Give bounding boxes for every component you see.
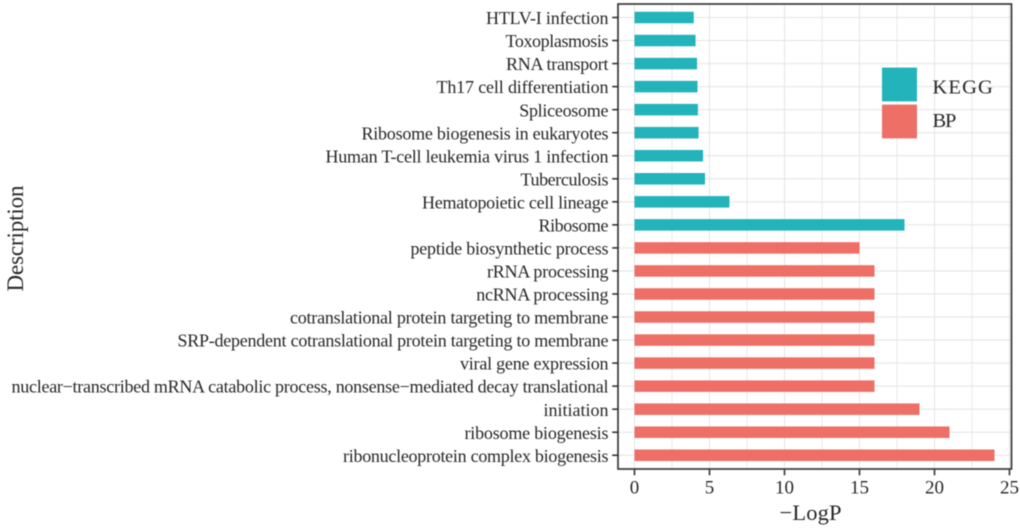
svg-text:Th17 cell differentiation: Th17 cell differentiation	[437, 77, 609, 97]
svg-text:−LogP: −LogP	[780, 500, 842, 525]
svg-text:ribonucleoprotein complex biog: ribonucleoprotein complex biogenesis	[343, 446, 609, 466]
svg-text:ribosome biogenesis: ribosome biogenesis	[465, 423, 609, 443]
svg-text:cotranslational protein target: cotranslational protein targeting to mem…	[290, 308, 609, 328]
svg-text:HTLV-I infection: HTLV-I infection	[486, 8, 609, 28]
svg-text:0: 0	[630, 478, 640, 499]
svg-text:5: 5	[705, 478, 715, 499]
svg-text:BP: BP	[933, 110, 957, 132]
svg-text:rRNA processing: rRNA processing	[487, 262, 609, 282]
svg-text:initiation: initiation	[544, 400, 609, 420]
svg-text:15: 15	[850, 478, 869, 499]
svg-text:SRP-dependent cotranslational: SRP-dependent cotranslational protein ta…	[178, 331, 609, 351]
svg-text:viral gene expression: viral gene expression	[460, 354, 609, 374]
svg-text:Ribosome: Ribosome	[539, 215, 609, 235]
svg-text:Ribosome biogenesis in eukaryo: Ribosome biogenesis in eukaryotes	[362, 123, 609, 143]
svg-text:Toxoplasmosis: Toxoplasmosis	[506, 31, 609, 51]
svg-text:Human T-cell leukemia virus 1: Human T-cell leukemia virus 1 infection	[326, 146, 609, 166]
svg-text:RNA transport: RNA transport	[506, 54, 609, 74]
svg-text:Tuberculosis: Tuberculosis	[521, 169, 609, 189]
svg-text:ncRNA processing: ncRNA processing	[476, 285, 608, 305]
svg-text:25: 25	[1000, 478, 1019, 499]
svg-text:Spliceosome: Spliceosome	[519, 100, 608, 120]
svg-text:Description: Description	[3, 185, 28, 292]
svg-text:peptide biosynthetic process: peptide biosynthetic process	[411, 239, 609, 259]
svg-text:nuclear−transcribed mRNA catab: nuclear−transcribed mRNA catabolic proce…	[12, 377, 609, 397]
svg-text:Hematopoietic cell lineage: Hematopoietic cell lineage	[422, 192, 609, 212]
svg-text:10: 10	[775, 478, 794, 499]
svg-text:KEGG: KEGG	[933, 76, 993, 98]
svg-text:20: 20	[925, 478, 944, 499]
